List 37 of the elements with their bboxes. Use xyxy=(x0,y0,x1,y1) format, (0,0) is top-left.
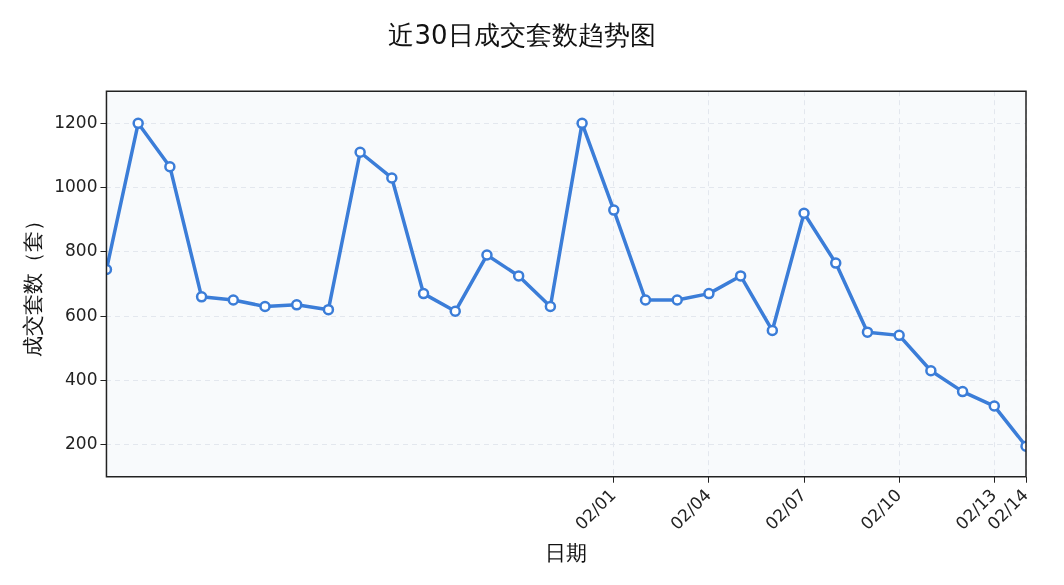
y-tick-label: 800 xyxy=(65,240,98,261)
point xyxy=(290,299,303,311)
x-axis-title: 日期 xyxy=(545,540,588,565)
point xyxy=(259,300,271,313)
point xyxy=(227,294,240,306)
y-tick-label: 400 xyxy=(65,368,98,389)
point xyxy=(164,160,176,173)
point xyxy=(481,249,493,261)
point xyxy=(956,385,969,398)
point xyxy=(608,204,620,216)
point xyxy=(576,117,588,130)
point xyxy=(512,270,525,282)
point xyxy=(861,326,874,338)
point xyxy=(988,400,1001,412)
point xyxy=(449,305,461,318)
y-tick-label: 200 xyxy=(65,433,98,454)
point xyxy=(925,364,937,377)
point xyxy=(830,257,842,269)
y-tick-label: 600 xyxy=(65,304,98,325)
point xyxy=(417,287,430,300)
point xyxy=(734,270,747,282)
point xyxy=(322,303,335,316)
point xyxy=(386,172,398,184)
y-tick-label: 1000 xyxy=(54,176,98,197)
point xyxy=(544,300,557,313)
y-tick-label: 1200 xyxy=(54,111,98,132)
point xyxy=(132,117,144,130)
y-axis-title: 成交套数（套） xyxy=(21,210,46,358)
point xyxy=(639,294,652,306)
chart-title: 近30日成交套数趋势图 xyxy=(388,20,656,51)
point xyxy=(671,294,683,306)
point xyxy=(766,324,779,337)
point xyxy=(354,146,366,158)
point xyxy=(798,207,810,220)
point xyxy=(703,287,715,300)
point xyxy=(195,291,208,303)
point xyxy=(893,329,905,342)
